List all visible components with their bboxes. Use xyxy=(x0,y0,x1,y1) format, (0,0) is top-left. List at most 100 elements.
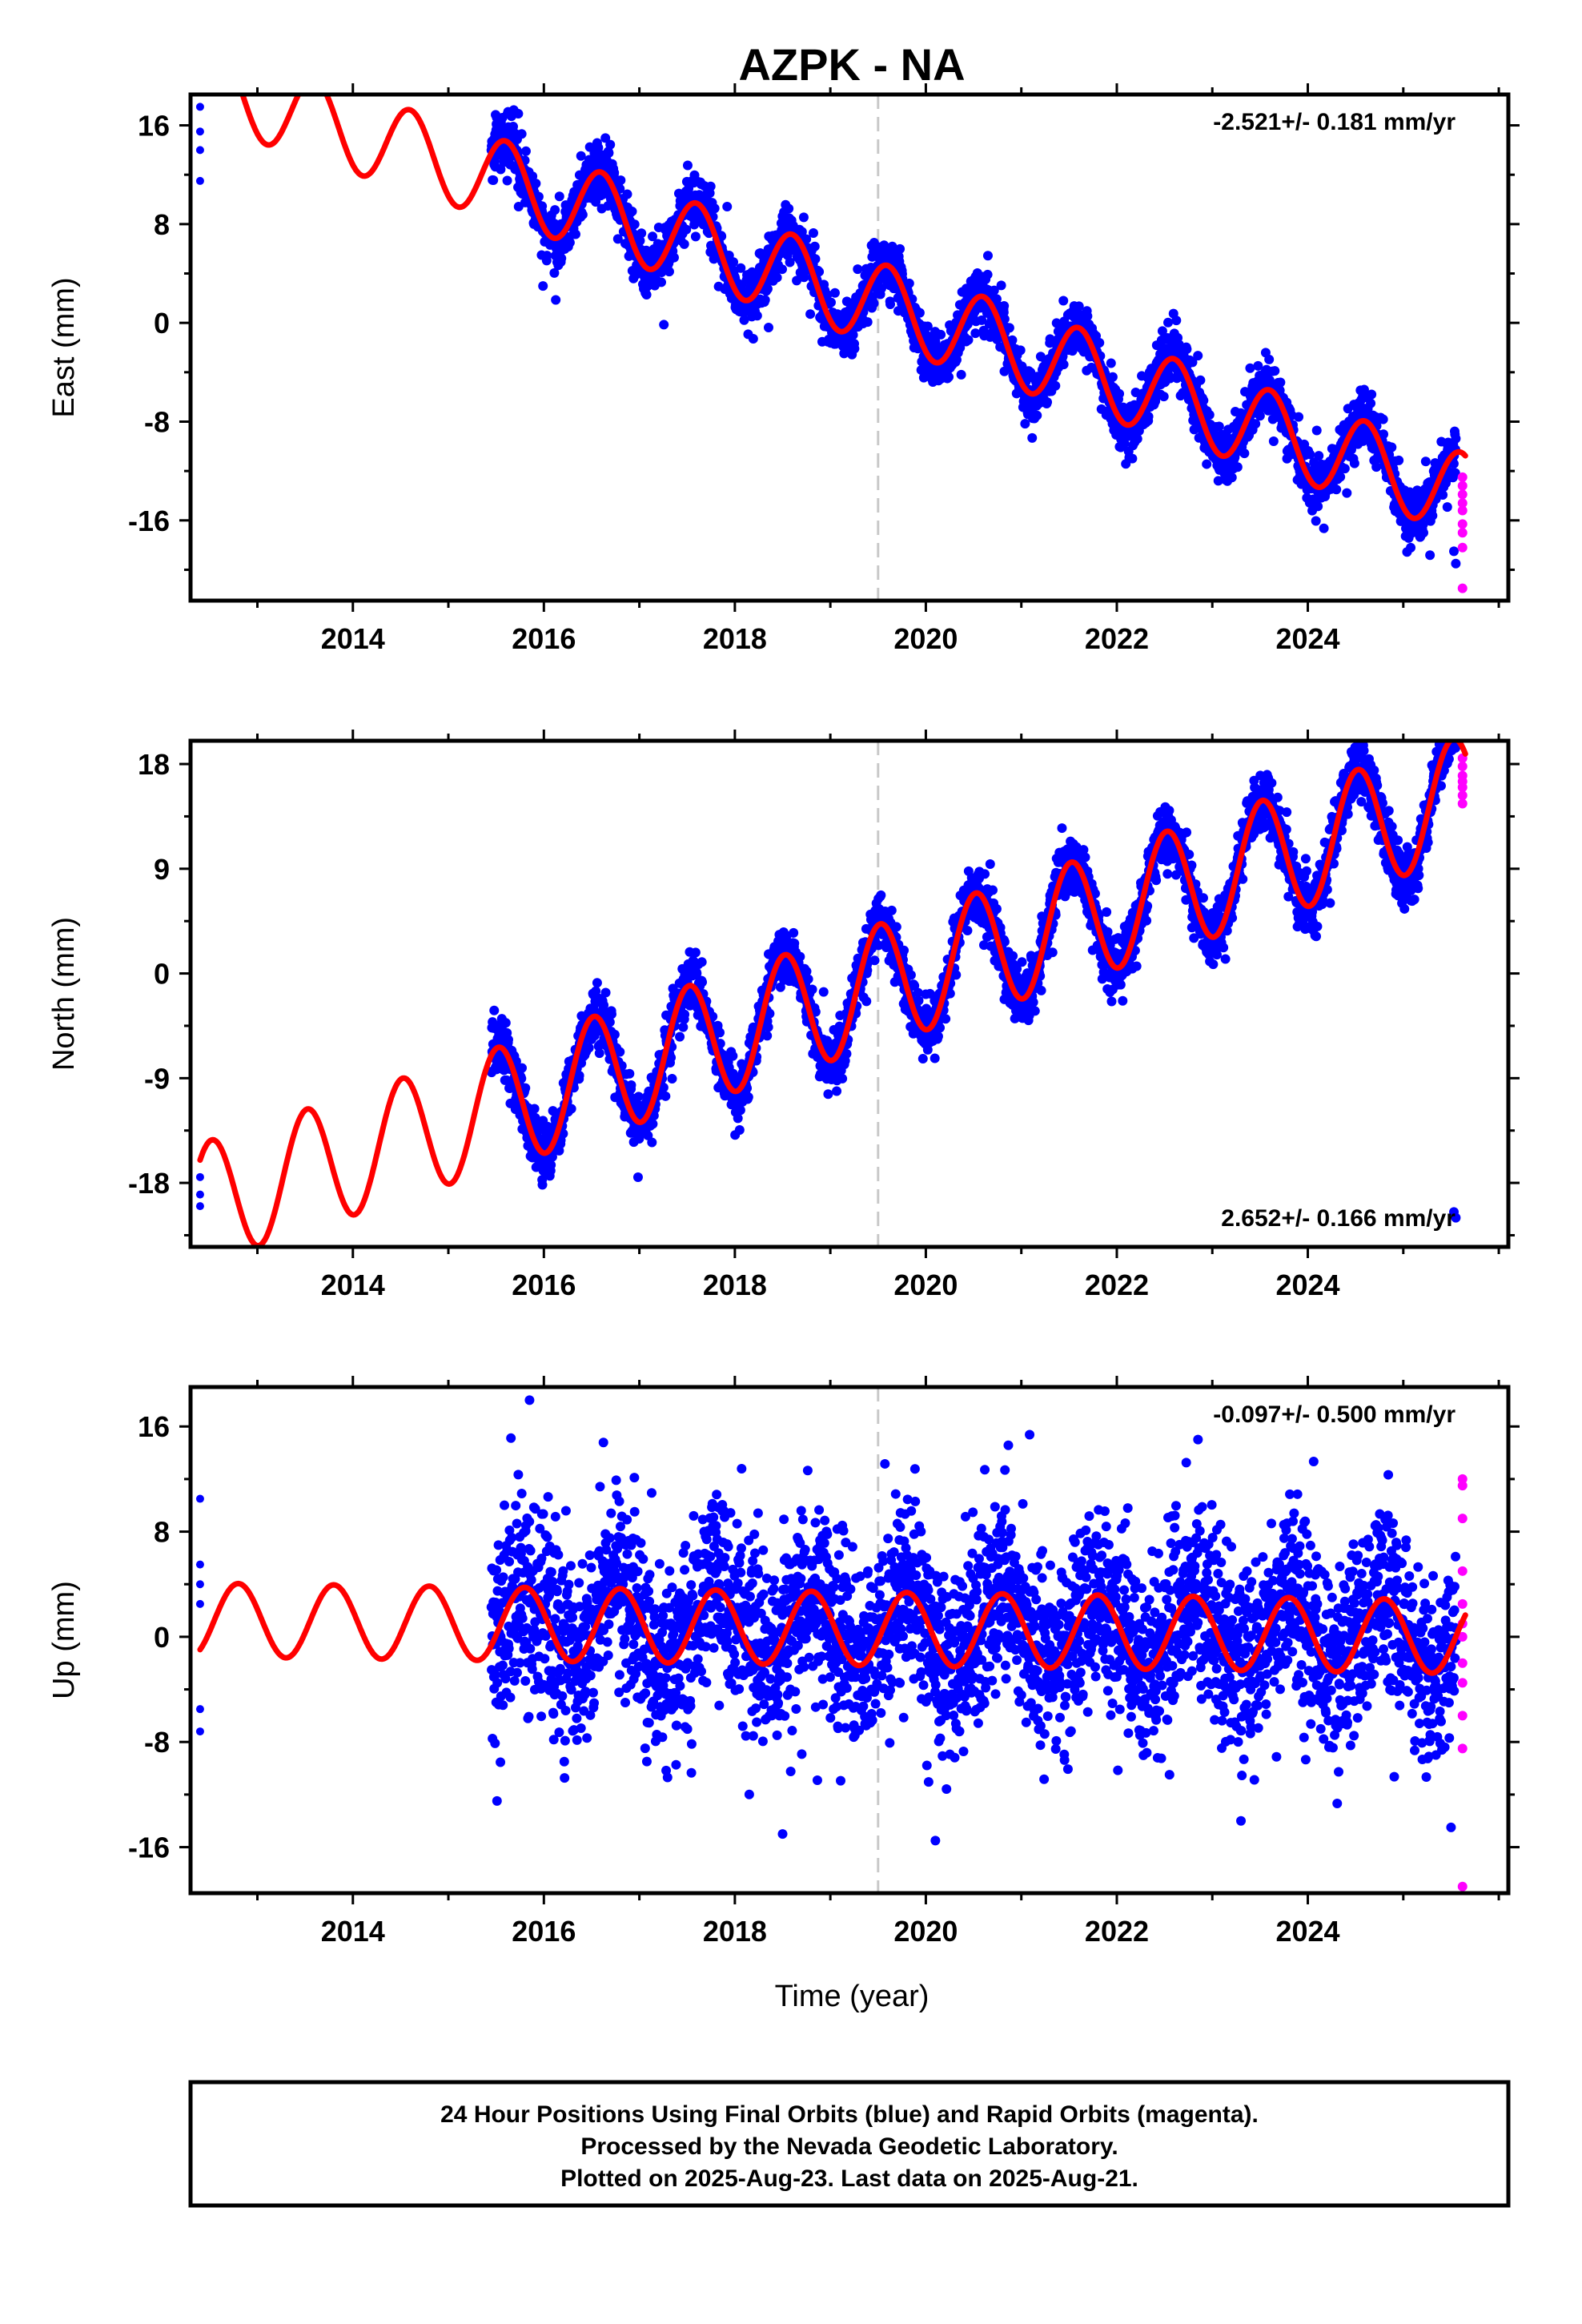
data-point xyxy=(681,224,692,235)
x-tick-label: 2016 xyxy=(512,622,576,655)
x-tick-label: 2022 xyxy=(1085,622,1149,655)
data-point xyxy=(1294,412,1304,422)
x-tick-label: 2018 xyxy=(703,622,767,655)
data-point xyxy=(690,231,701,242)
data-point xyxy=(627,206,637,216)
data-point xyxy=(743,1092,753,1103)
data-point xyxy=(533,191,544,202)
data-point xyxy=(733,1113,743,1124)
data-point xyxy=(763,1022,773,1032)
data-point xyxy=(853,264,863,275)
data-point xyxy=(809,241,820,251)
data-point xyxy=(1335,472,1346,482)
data-point xyxy=(648,231,658,242)
x-tick-label: 2014 xyxy=(321,622,385,655)
data-point xyxy=(1251,419,1261,429)
data-point xyxy=(624,1068,635,1079)
data-point xyxy=(566,1104,576,1114)
data-point xyxy=(647,1137,657,1148)
data-point xyxy=(789,938,800,948)
data-point xyxy=(1366,398,1376,408)
data-point xyxy=(622,189,632,199)
rapid-data-point xyxy=(1457,472,1468,482)
data-point xyxy=(1245,363,1255,373)
rapid-data-point xyxy=(1457,519,1468,529)
data-point xyxy=(1027,432,1038,443)
data-point xyxy=(635,235,645,246)
data-point xyxy=(715,1027,725,1038)
rapid-data-point xyxy=(1457,528,1468,538)
data-point xyxy=(1349,458,1359,468)
data-point xyxy=(1427,510,1438,521)
rapid-data-point xyxy=(1457,583,1468,593)
data-point xyxy=(970,328,981,339)
data-point xyxy=(1268,436,1279,447)
data-point xyxy=(807,984,817,995)
data-point xyxy=(195,1190,204,1199)
rapid-data-point xyxy=(1457,480,1468,491)
data-point xyxy=(616,175,626,186)
y-axis-label: East (mm) xyxy=(47,277,81,417)
data-point xyxy=(789,927,799,938)
data-point xyxy=(516,1063,527,1073)
data-point xyxy=(748,333,758,344)
data-point xyxy=(951,355,962,365)
data-point xyxy=(531,179,541,189)
data-point xyxy=(808,227,818,238)
data-point xyxy=(956,369,966,380)
data-point xyxy=(1367,389,1377,400)
data-point xyxy=(656,277,667,287)
data-point xyxy=(922,321,933,332)
data-point xyxy=(502,175,512,186)
data-point xyxy=(648,1119,658,1129)
data-point xyxy=(1319,523,1329,533)
data-point xyxy=(1050,380,1061,391)
data-point xyxy=(805,309,816,320)
data-point xyxy=(489,1005,500,1015)
data-point xyxy=(508,121,519,131)
data-point xyxy=(762,1031,773,1041)
data-point xyxy=(1114,388,1125,399)
data-point xyxy=(195,127,204,136)
data-point xyxy=(513,108,524,119)
data-point xyxy=(760,295,770,305)
data-point xyxy=(823,1089,833,1100)
data-point xyxy=(936,329,946,340)
data-point xyxy=(1425,550,1435,561)
data-point xyxy=(593,143,604,153)
data-point xyxy=(810,254,821,264)
data-point xyxy=(1387,442,1397,452)
data-point xyxy=(1007,335,1018,345)
data-point xyxy=(849,344,860,354)
data-point xyxy=(705,181,716,191)
data-point xyxy=(626,1080,636,1090)
data-point xyxy=(728,1051,738,1061)
rapid-data-point xyxy=(1457,505,1468,516)
data-point xyxy=(488,175,499,185)
data-point xyxy=(1165,373,1175,384)
data-point xyxy=(528,171,538,182)
data-point xyxy=(554,191,564,202)
data-point xyxy=(680,1009,690,1019)
data-point xyxy=(592,978,602,988)
data-point xyxy=(1132,433,1142,444)
data-point xyxy=(195,1202,204,1211)
x-tick-label: 2024 xyxy=(1275,622,1339,655)
data-point xyxy=(1193,351,1203,361)
data-point xyxy=(520,146,531,156)
data-point xyxy=(982,269,993,279)
data-point xyxy=(1371,462,1382,472)
y-tick-label: 8 xyxy=(154,208,170,241)
data-point xyxy=(195,146,204,155)
data-point xyxy=(801,234,812,244)
data-point xyxy=(632,1172,643,1182)
data-point xyxy=(1264,354,1275,364)
data-point xyxy=(1058,296,1069,306)
rapid-data-point xyxy=(1457,489,1468,500)
data-point xyxy=(709,203,720,214)
data-point xyxy=(1451,433,1461,444)
data-point xyxy=(615,1047,625,1057)
data-point xyxy=(762,283,773,294)
data-point xyxy=(1255,411,1265,421)
data-point xyxy=(1195,375,1206,385)
